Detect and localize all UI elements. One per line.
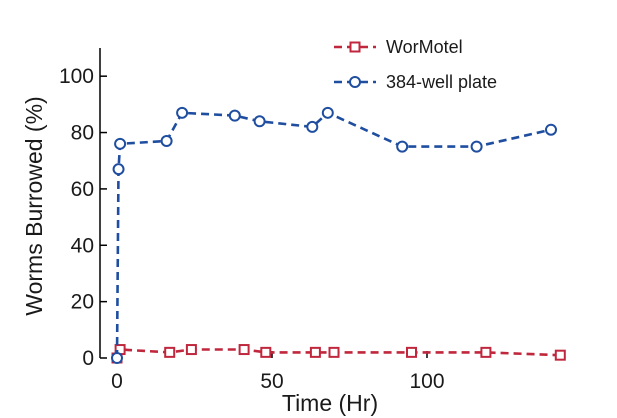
y-tick-label: 40 — [71, 234, 94, 257]
data-point — [112, 163, 125, 176]
data-point — [470, 140, 483, 153]
data-point — [114, 137, 127, 150]
y-tick-label: 100 — [59, 65, 94, 88]
legend-marker — [349, 41, 361, 53]
x-axis-label: Time (Hr) — [282, 390, 378, 416]
y-axis: 0 20 40 60 80 100 — [59, 48, 107, 370]
series-line — [115, 348, 561, 359]
series-line — [115, 111, 552, 359]
data-point — [160, 135, 173, 147]
data-point — [111, 352, 123, 364]
y-tick-label: 0 — [82, 347, 94, 370]
data-point — [309, 346, 321, 358]
legend-label: WorMotel — [386, 37, 463, 57]
x-tick-label: 100 — [409, 370, 444, 393]
data-point — [554, 349, 566, 361]
data-point — [406, 346, 417, 358]
y-axis-label: Worms Burrowed (%) — [21, 96, 47, 315]
data-point — [164, 346, 176, 358]
data-point — [176, 106, 189, 119]
y-tick-label: 80 — [71, 122, 94, 145]
y-tick-label: 20 — [71, 291, 94, 314]
data-point — [328, 346, 340, 358]
series-1 — [111, 106, 557, 364]
plot-area — [111, 106, 566, 364]
legend-marker — [349, 76, 361, 88]
x-axis: 0 50 100 — [111, 351, 445, 393]
x-tick-label: 50 — [260, 370, 283, 393]
legend-label: 384-well plate — [386, 72, 497, 92]
data-point — [545, 123, 557, 136]
series-0 — [111, 344, 566, 364]
data-point — [253, 115, 266, 128]
data-point — [185, 344, 197, 356]
data-point — [228, 109, 241, 122]
legend-item: WorMotel — [334, 37, 463, 57]
x-tick-label: 0 — [111, 370, 123, 393]
legend: WorMotel 384-well plate — [334, 37, 497, 92]
data-point — [238, 344, 250, 356]
data-point — [306, 120, 319, 133]
data-point — [480, 346, 492, 358]
data-point — [321, 106, 334, 119]
y-tick-label: 60 — [71, 178, 94, 201]
legend-item: 384-well plate — [334, 72, 497, 92]
data-point — [260, 346, 272, 358]
data-point — [396, 140, 409, 153]
